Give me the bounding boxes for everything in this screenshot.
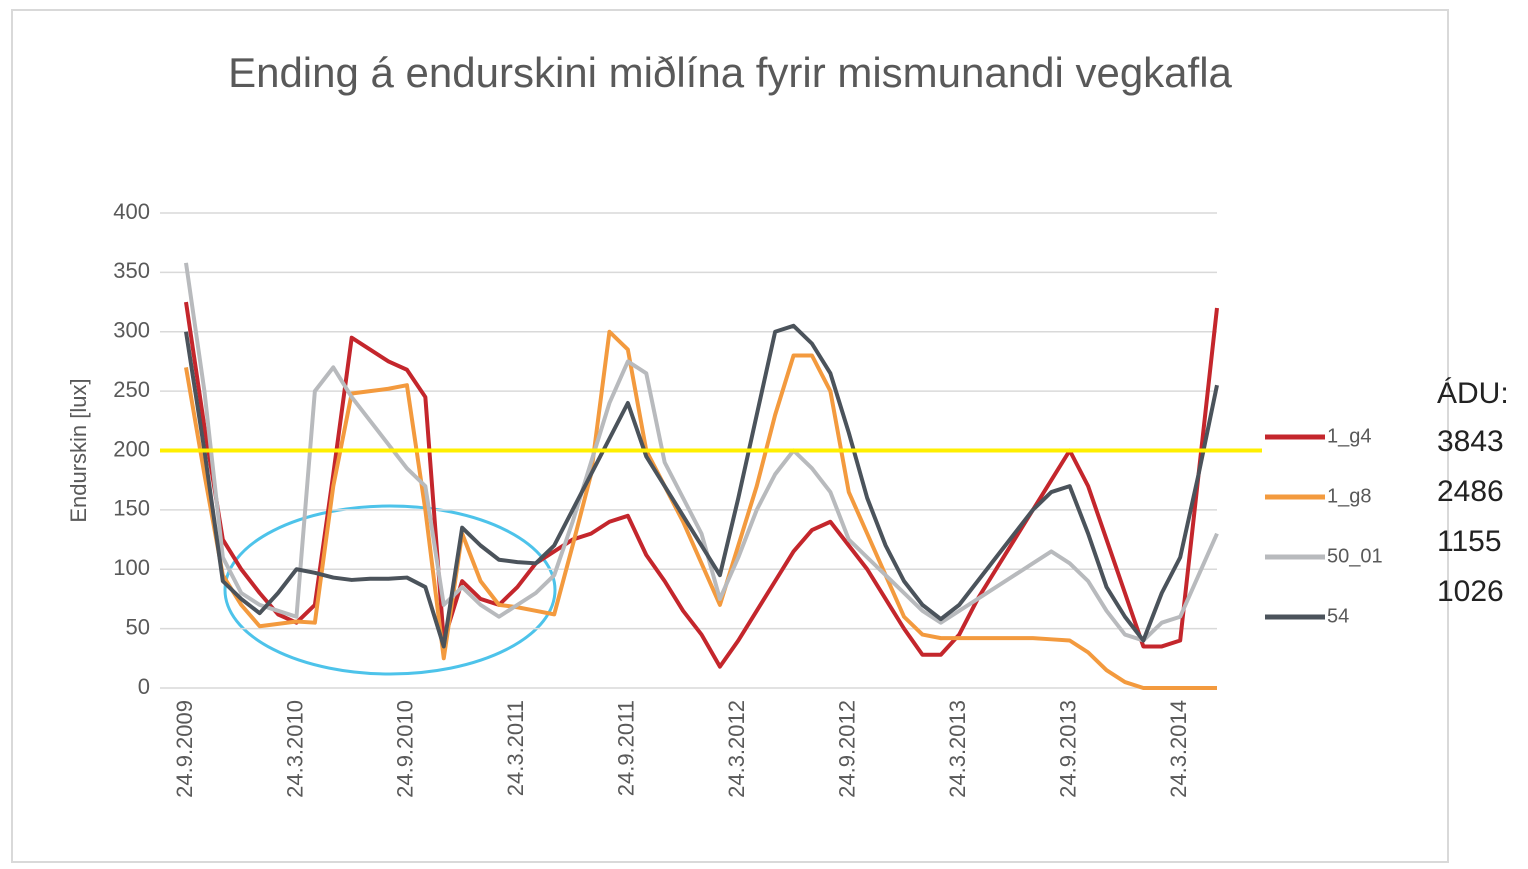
x-tick-label: 24.9.2012	[835, 700, 860, 798]
series-line	[184, 301, 1219, 669]
y-tick-label: 300	[113, 318, 150, 343]
y-tick-label: 400	[113, 199, 150, 224]
x-tick-label: 24.3.2010	[282, 700, 307, 798]
series-line	[184, 329, 1217, 690]
y-axis-label: Endurskin [lux]	[66, 378, 91, 522]
x-tick-label: 24.9.2010	[393, 700, 418, 798]
x-tick-label: 24.3.2014	[1166, 700, 1191, 798]
y-tick-label: 0	[138, 674, 150, 699]
x-tick-label: 24.9.2011	[614, 700, 639, 796]
note-value: 1026	[1437, 575, 1504, 608]
legend-label: 54	[1327, 605, 1349, 627]
y-tick-label: 350	[113, 258, 150, 283]
note-value: 2486	[1437, 475, 1504, 508]
x-tick-label: 24.9.2009	[172, 700, 197, 798]
note-value: 1155	[1437, 525, 1502, 558]
x-tick-label: 24.9.2013	[1056, 700, 1081, 798]
chart-frame	[11, 9, 1449, 863]
legend-label: 1_g8	[1327, 485, 1372, 507]
highlight-ellipse	[223, 504, 557, 676]
y-tick-label: 200	[113, 436, 150, 461]
note-label: ÁDU:	[1437, 377, 1509, 410]
y-tick-label: 50	[126, 614, 150, 639]
note-value: 3843	[1437, 425, 1504, 458]
legend-label: 50_01	[1327, 545, 1383, 567]
series-line	[184, 323, 1219, 649]
series-line	[184, 262, 1219, 643]
x-tick-label: 24.3.2011	[503, 700, 528, 796]
y-tick-label: 100	[113, 555, 150, 580]
chart-title: Ending á endurskini miðlína fyrir mismun…	[228, 49, 1232, 96]
legend-label: 1_g4	[1327, 425, 1372, 447]
y-tick-label: 150	[113, 496, 150, 521]
x-tick-label: 24.3.2012	[724, 700, 749, 798]
x-tick-label: 24.3.2013	[945, 700, 970, 798]
y-tick-label: 250	[113, 377, 150, 402]
